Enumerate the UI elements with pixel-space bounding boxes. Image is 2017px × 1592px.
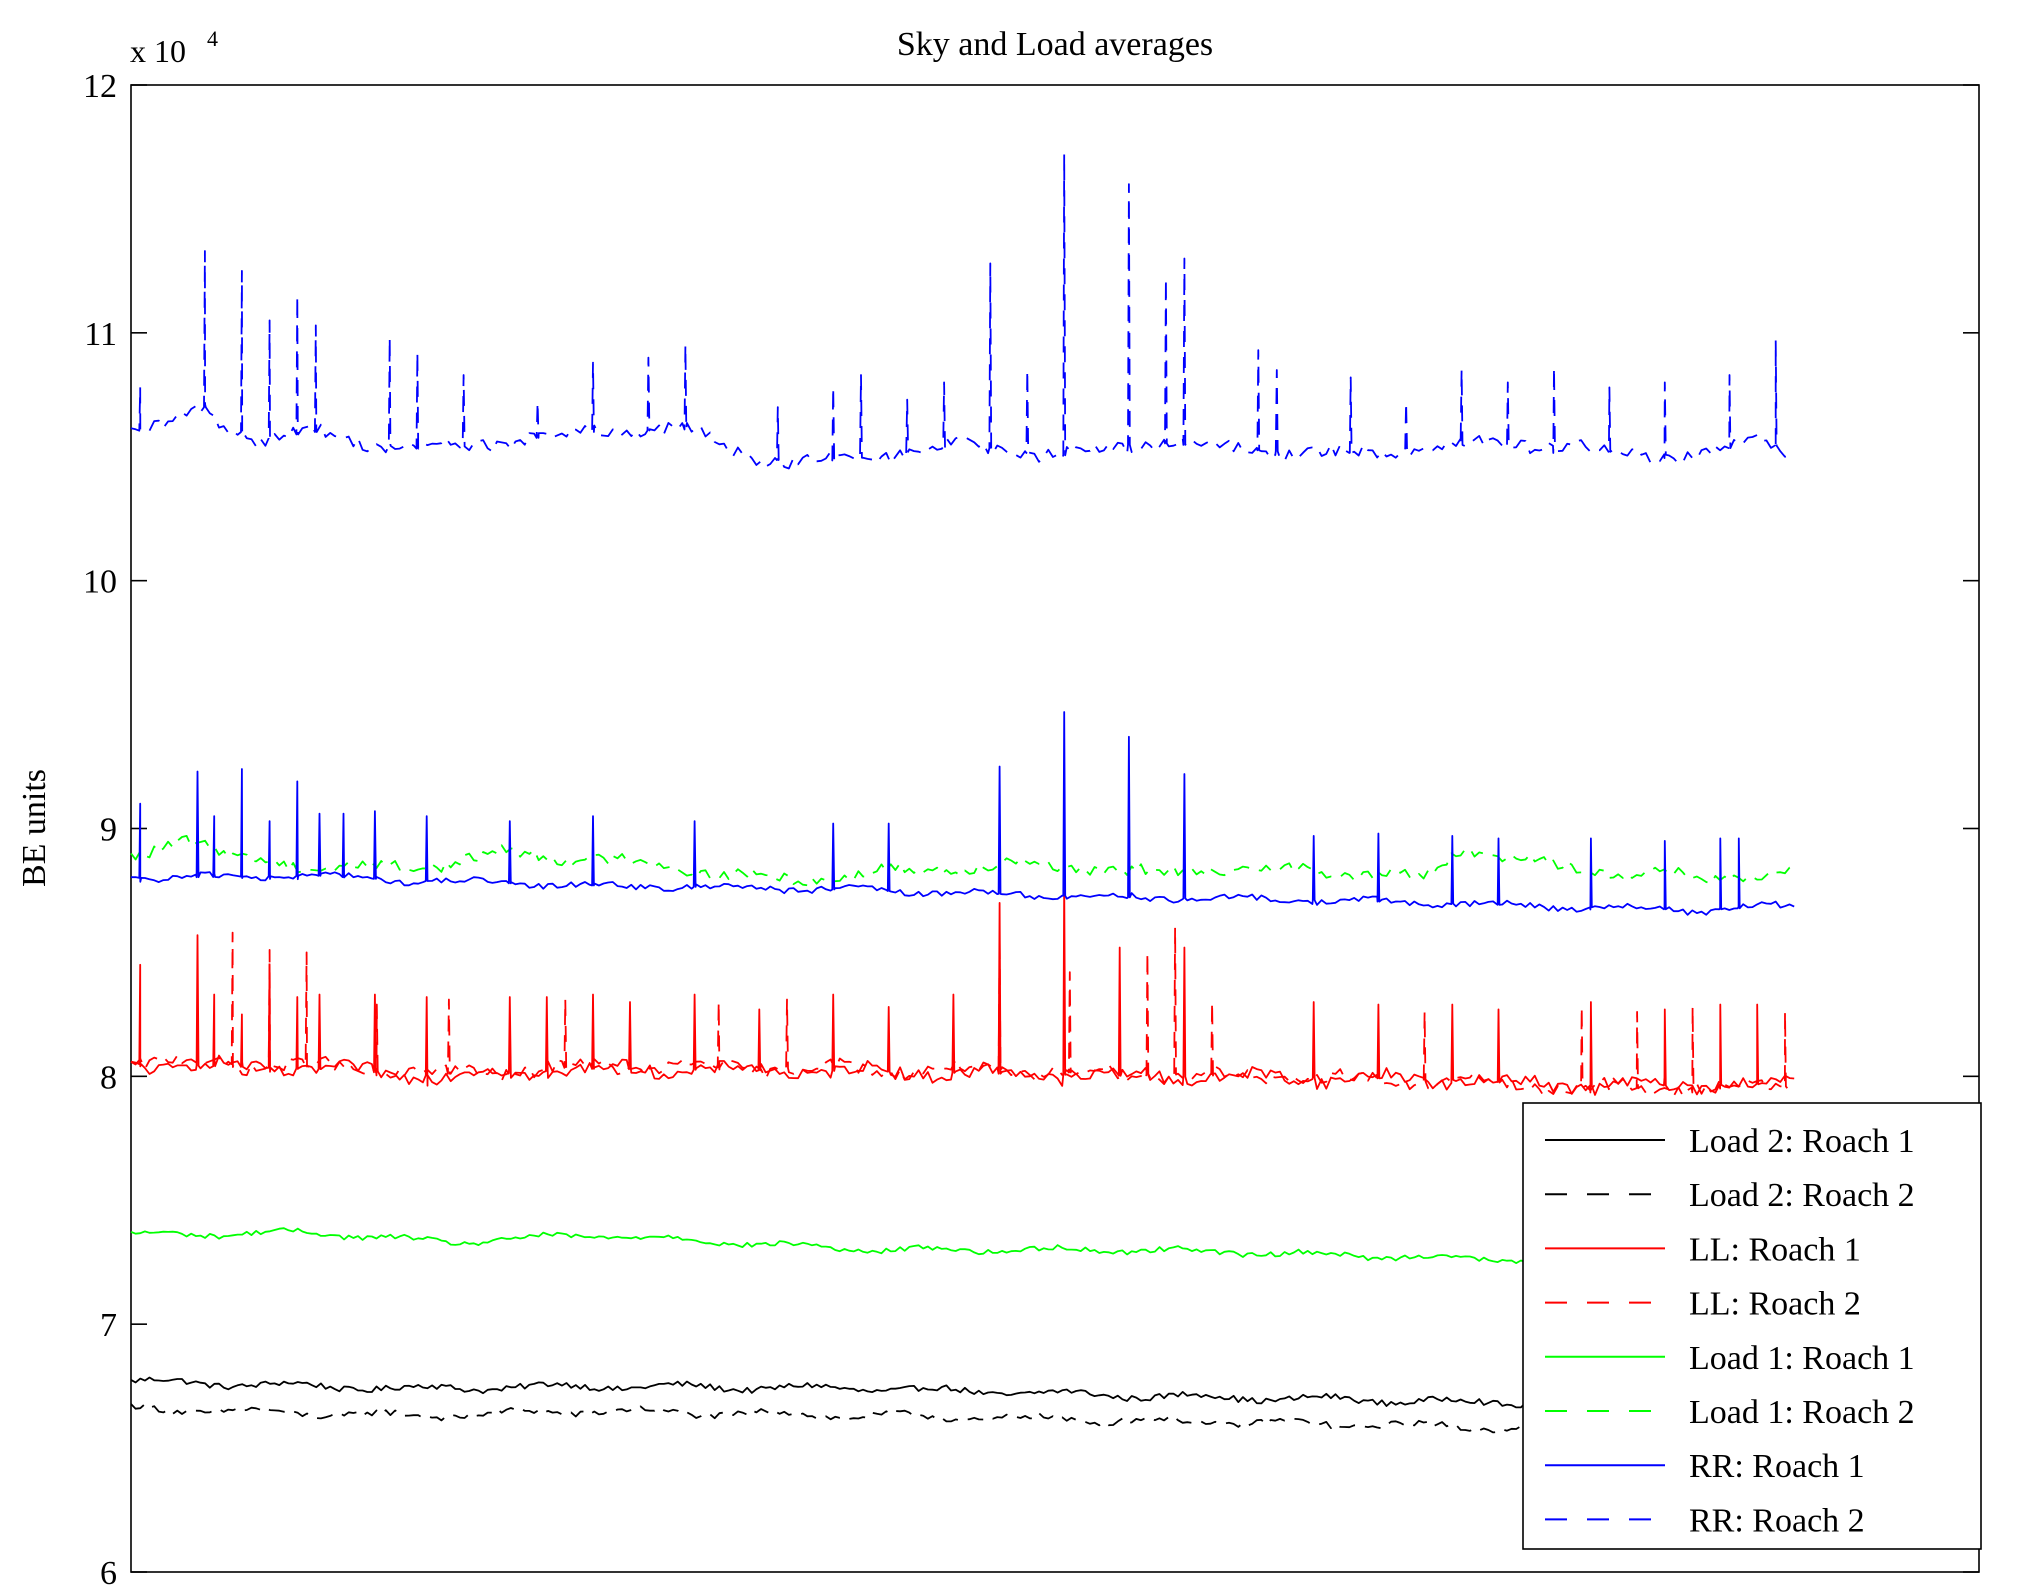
legend-label: Load 1: Roach 1 — [1689, 1340, 1915, 1377]
chart-title: Sky and Load averages — [897, 26, 1213, 63]
legend-entries: Load 2: Roach 1 Load 2: Roach 2 LL: Roach … — [1545, 1123, 1915, 1539]
series-line-rr-roach-2 — [130, 153, 1795, 470]
legend: Load 2: Roach 1 Load 2: Roach 2 LL: Roach … — [1522, 1102, 1982, 1550]
series-line-load-2-roach-1 — [130, 1376, 1795, 1415]
legend-label: LL: Roach 2 — [1689, 1286, 1861, 1323]
series-line-rr-roach-1 — [130, 711, 1795, 916]
legend-label: Load 2: Roach 1 — [1689, 1123, 1915, 1160]
y-tick-label: 6 — [100, 1555, 117, 1592]
y-axis-label: BE units — [16, 769, 53, 887]
series-line-ll-roach-1 — [130, 882, 1795, 1096]
y-multiplier-exponent: 4 — [207, 26, 218, 51]
y-tick-label: 9 — [100, 812, 117, 849]
series-line-load-1-roach-1 — [130, 1227, 1795, 1270]
y-tick-label: 11 — [84, 316, 117, 353]
series-line-ll-roach-2 — [130, 926, 1795, 1098]
series-line-load-1-roach-2 — [130, 835, 1795, 887]
y-tick-label: 12 — [83, 68, 117, 105]
y-tick-label: 7 — [100, 1307, 117, 1344]
series-layer — [130, 153, 1795, 1438]
y-multiplier-label: x 10 — [130, 33, 186, 69]
series-line-load-2-roach-2 — [130, 1403, 1795, 1438]
legend-label: RR: Roach 1 — [1689, 1448, 1865, 1485]
legend-box — [1522, 1102, 1982, 1550]
legend-label: Load 2: Roach 2 — [1689, 1177, 1915, 1214]
legend-label: RR: Roach 2 — [1689, 1502, 1865, 1539]
legend-label: LL: Roach 1 — [1689, 1231, 1861, 1268]
y-axis-ticks: 6 7 8 9 10 11 12 — [83, 68, 1979, 1592]
y-tick-label: 8 — [100, 1059, 117, 1096]
y-tick-label: 10 — [83, 564, 117, 601]
legend-label: Load 1: Roach 2 — [1689, 1394, 1915, 1431]
